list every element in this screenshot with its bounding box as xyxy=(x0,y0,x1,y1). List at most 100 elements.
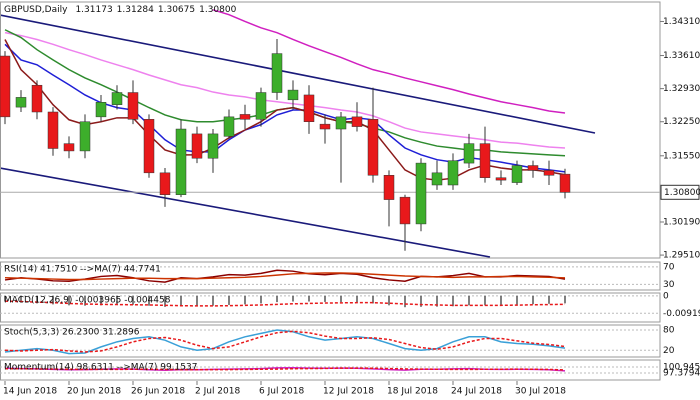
histogram-bar xyxy=(404,295,406,308)
histogram-bar xyxy=(52,295,54,305)
x-tick-label: 12 Jul 2018 xyxy=(323,387,374,397)
histogram-bar xyxy=(484,295,486,306)
histogram-bar xyxy=(372,295,374,304)
y-tick-label: 1.32250 xyxy=(663,117,700,127)
x-tick-label: 26 Jun 2018 xyxy=(131,387,185,397)
candle-body xyxy=(111,92,123,105)
indicator-title: MACD(12,26,9) -0.003965 -0.004458 xyxy=(4,296,171,306)
trend-channel-lower xyxy=(0,167,491,258)
histogram-bar xyxy=(260,295,262,304)
candle-body xyxy=(303,94,315,122)
panel-frame xyxy=(0,261,661,291)
x-tick-label: 18 Jul 2018 xyxy=(387,387,438,397)
histogram-bar xyxy=(4,295,6,302)
panel-frame xyxy=(0,324,661,358)
histogram-bar xyxy=(564,295,566,304)
candle-body xyxy=(447,160,459,186)
histogram-bar xyxy=(244,295,246,305)
candle-body xyxy=(511,165,523,183)
indicator-line xyxy=(4,300,566,307)
candle-body xyxy=(31,84,43,113)
histogram-bar xyxy=(548,295,550,304)
candle-body xyxy=(159,172,171,195)
candle-body xyxy=(239,114,251,120)
histogram-bar xyxy=(308,295,310,302)
candle-body xyxy=(175,128,187,195)
candle-body xyxy=(463,143,475,164)
candle-body xyxy=(543,170,555,176)
candle-body xyxy=(63,143,75,152)
indicator-title: RSI(14) 41.7510 -->MA(7) 44.7741 xyxy=(4,265,161,275)
candle-body xyxy=(223,116,235,137)
y-tick-label: 1.31550 xyxy=(663,151,700,161)
ohlc-readout: 1.31284 xyxy=(117,5,154,15)
candle-body xyxy=(319,123,331,130)
y-tick-label: 97.3794 xyxy=(663,368,700,378)
candle-body xyxy=(399,196,411,225)
histogram-bar xyxy=(196,295,198,307)
y-tick-label: 70 xyxy=(663,262,675,272)
y-tick-label: 0 xyxy=(663,291,669,301)
histogram-bar xyxy=(388,295,390,306)
indicator-title: Momentum(14) 98.6311 -->MA(7) 99.1537 xyxy=(4,363,197,373)
histogram-bar xyxy=(100,295,102,306)
ohlc-readout: 1.31173 xyxy=(75,5,112,15)
y-tick-label: 20 xyxy=(663,346,675,356)
y-tick-label: 1.30190 xyxy=(663,217,700,227)
histogram-bar xyxy=(420,295,422,307)
candle-body xyxy=(255,92,267,120)
histogram-bar xyxy=(516,295,518,305)
y-tick-label: 1.34310 xyxy=(663,17,700,27)
histogram-bar xyxy=(148,295,150,306)
histogram-bar xyxy=(68,295,70,306)
indicator-line xyxy=(4,330,566,353)
candle-body xyxy=(207,133,219,159)
y-tick-label: 1.33610 xyxy=(663,51,700,61)
histogram-bar xyxy=(228,295,230,305)
histogram-bar xyxy=(340,295,342,303)
histogram-bar xyxy=(324,295,326,302)
symbol: GBPUSD,Daily xyxy=(4,5,68,15)
x-tick-label: 30 Jul 2018 xyxy=(515,387,566,397)
indicator-title: Stoch(5,3,3) 26.2300 31.2896 xyxy=(4,328,140,338)
candle-body xyxy=(95,102,107,118)
y-tick-label: 80 xyxy=(663,326,675,336)
indicator-line xyxy=(4,272,566,281)
histogram-bar xyxy=(36,295,38,304)
histogram-bar xyxy=(532,295,534,305)
candle-body xyxy=(431,172,443,186)
indicator-line xyxy=(5,367,566,371)
chart-title: GBPUSD,Daily 1.31173 1.31284 1.30675 1.30800 xyxy=(4,5,237,15)
x-tick-label: 24 Jul 2018 xyxy=(451,387,502,397)
histogram-bar xyxy=(436,295,438,307)
candle-body xyxy=(479,143,491,178)
panel-frame xyxy=(0,1,661,259)
candle-body xyxy=(383,175,395,200)
panel-frame xyxy=(0,292,661,323)
histogram-bar xyxy=(500,295,502,306)
candle-body xyxy=(47,111,59,149)
price-tag-box xyxy=(660,184,700,200)
histogram-bar xyxy=(452,295,454,307)
x-tick-label: 14 Jun 2018 xyxy=(3,387,57,397)
histogram-bar xyxy=(164,295,166,307)
indicator-line xyxy=(4,329,566,355)
histogram-bar xyxy=(132,295,134,305)
histogram-bar xyxy=(180,295,182,307)
candle-body xyxy=(127,92,139,120)
candle-body xyxy=(287,89,299,101)
indicator-line xyxy=(4,31,566,149)
histogram-bar xyxy=(292,295,294,302)
price-tag-label: 1.30800 xyxy=(664,188,700,198)
panel-frame xyxy=(0,359,661,381)
candle-body xyxy=(415,162,427,225)
candle-body xyxy=(271,53,283,93)
y-tick-label: 1.29510 xyxy=(663,251,700,261)
trend-channel-upper xyxy=(0,14,596,134)
y-tick-label: 1.32930 xyxy=(663,84,700,94)
histogram-bar xyxy=(116,295,118,305)
ohlc-readout: 1.30800 xyxy=(199,5,236,15)
candle-body xyxy=(0,55,11,118)
